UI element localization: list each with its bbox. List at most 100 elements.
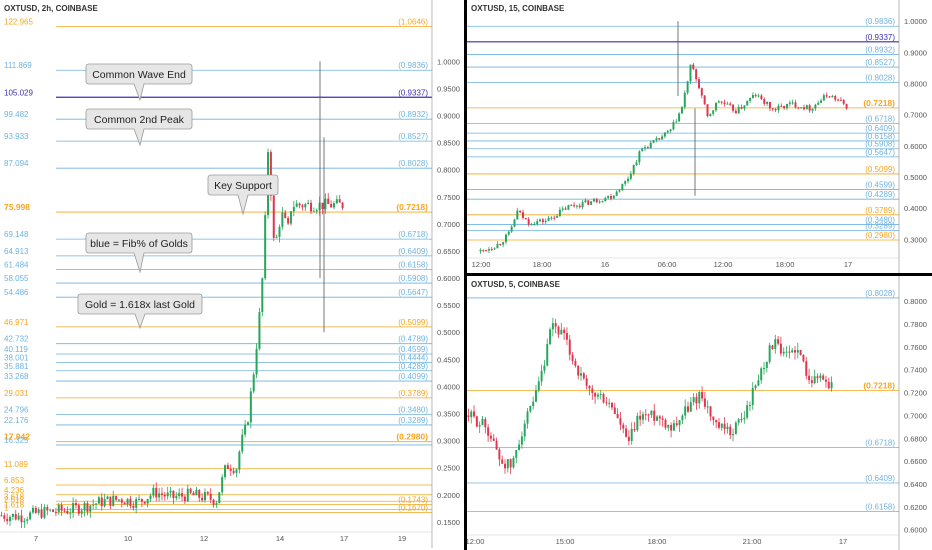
candle-body [126,498,129,505]
candle-body [52,509,55,512]
candle-body [6,518,9,522]
candle-body [672,423,675,431]
candle-body [275,236,278,238]
chart-panel-5m[interactable]: (0.8028) (0.7218) (0.6718) (0.6409) (0.6158)… [467,276,932,550]
candle-body [23,520,26,523]
candle-body [332,203,335,208]
y-tick-label: 0.3000 [904,235,927,244]
candle-body [641,148,644,152]
candle-body [89,505,92,512]
candle-body [479,249,482,252]
fib-level-label: (0.7218) [863,381,895,391]
candle-body [513,219,516,227]
candle-body [473,411,476,417]
callout-text: blue = Fib% of Golds [90,238,188,250]
fib-level-left-label: 29.031 [4,389,29,398]
fib-level-label: (0.5908) [398,274,428,283]
chart-15m: (0.9836) (0.9337) (0.8932) (0.8527) (0.8028)… [467,0,927,273]
candle-body [138,498,141,500]
candle-body [86,503,89,512]
candle-body [258,312,261,349]
candle-body [80,510,83,514]
fib-level-left-label: 54.486 [4,288,29,297]
candle-body [644,147,647,149]
y-tick-label: 0.8000 [437,166,460,175]
candle-body [615,191,618,196]
candle-body [3,515,6,519]
y-tick-label: 0.8500 [437,139,460,148]
candle-body [29,512,32,520]
fib-level-label: (0.3789) [865,206,895,215]
candle-body [706,406,709,408]
candle-body [547,217,550,221]
candle-body [330,204,333,208]
y-tick-label: 0.6000 [904,142,927,151]
candle-body [794,350,796,353]
candle-body [751,94,754,99]
y-tick-label: 0.9000 [904,48,927,57]
y-tick-label: 0.8000 [904,297,927,306]
candle-body [580,373,583,376]
candle-body [740,106,743,109]
candle-body [720,423,723,428]
candle-body [132,505,135,508]
candle-body [621,183,624,191]
candle-body [675,121,678,123]
candle-body [819,375,822,379]
candle-body [226,465,229,469]
fib-level-left-label: 58.055 [4,274,29,283]
fib-level-label: (0.8028) [398,159,428,168]
candle-body [321,202,324,210]
y-tick-label: 0.6000 [437,274,460,283]
candle-body [646,147,649,149]
candle-body [158,493,161,498]
panel-divider-vertical[interactable] [464,0,467,550]
candle-body [754,385,757,389]
candle-body [241,434,244,452]
candle-body [60,504,63,511]
panel-divider-horizontal[interactable] [467,273,932,276]
chart-panel-15m[interactable]: (0.9836) (0.9337) (0.8932) (0.8527) (0.8028)… [467,0,932,273]
callout-text: Common Wave End [92,69,186,81]
fib-level-label: (0.8527) [865,58,895,67]
x-tick-label: 7 [34,534,38,543]
candle-body [74,503,77,506]
candle-body [244,424,247,435]
candle-body [794,102,797,108]
candle-body [638,151,641,163]
fib-level-left-label: 61.484 [4,261,29,270]
candle-body [544,220,547,223]
callout-3: Key Support [207,174,279,216]
candle-body [198,490,201,498]
candle-body [749,98,752,101]
candle-body [20,515,23,523]
candle-body [732,104,735,111]
candle-body [160,493,163,495]
fib-level-label: (0.3789) [398,389,428,398]
fib-level-label: (0.5647) [398,288,428,297]
candle-body [123,502,126,505]
x-tick-label: 12 [200,534,208,543]
fib-level-label: (1.0646) [398,17,428,26]
candle-body [594,392,597,397]
candle-body [810,380,813,384]
candle-body [601,201,604,203]
candle-body [633,428,636,431]
candle-body [771,108,774,110]
y-tick-label: 0.7600 [904,343,927,352]
candle-body [31,507,34,513]
candle-body [653,410,656,421]
candle-body [656,416,659,421]
candle-body [487,249,490,251]
candle-body [496,243,499,249]
chart-panel-2h[interactable]: (1.0646) 122.965 (0.9836) 111.869 (0.9337) 10… [0,0,464,548]
chart-2h: (1.0646)122.965(0.9836)111.869(0.9337)10… [0,0,460,548]
callout-text: Key Support [214,180,272,192]
candle-body [837,99,840,101]
candle-body [785,103,788,109]
candle-body [556,215,559,218]
candle-body [143,501,146,504]
candle-body [596,394,599,397]
candle-body [712,110,715,114]
candle-body [249,391,252,423]
